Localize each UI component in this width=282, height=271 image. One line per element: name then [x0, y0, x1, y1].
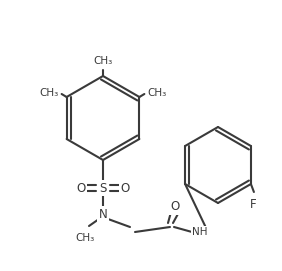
- Text: F: F: [250, 198, 256, 211]
- Text: CH₃: CH₃: [147, 88, 167, 98]
- Text: CH₃: CH₃: [75, 233, 95, 243]
- Text: O: O: [170, 201, 180, 214]
- Text: O: O: [120, 182, 130, 195]
- Text: CH₃: CH₃: [93, 56, 113, 66]
- Text: CH₃: CH₃: [39, 88, 59, 98]
- Text: NH: NH: [192, 227, 208, 237]
- Text: O: O: [76, 182, 86, 195]
- Text: N: N: [99, 208, 107, 221]
- Text: S: S: [99, 182, 107, 195]
